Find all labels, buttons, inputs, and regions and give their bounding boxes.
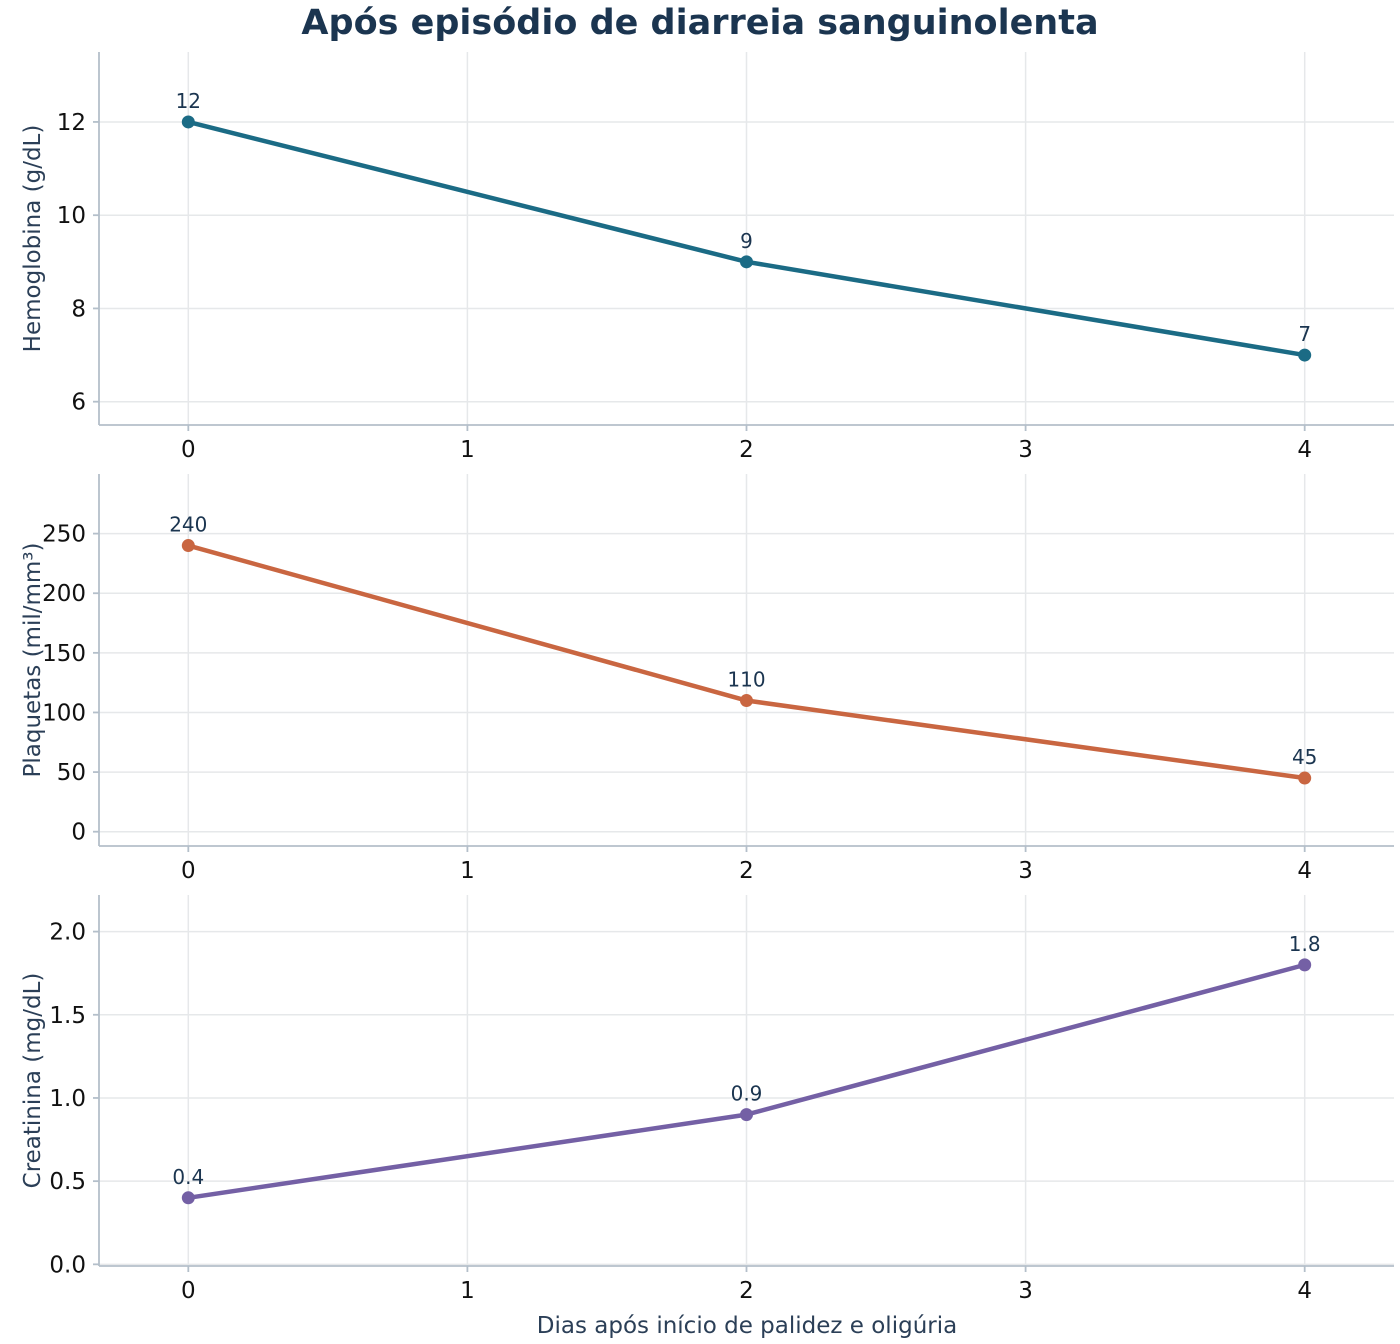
data-label: 240	[169, 513, 207, 537]
y-tick-label: 2.0	[49, 920, 86, 946]
y-tick-label: 0	[71, 820, 86, 846]
data-label: 7	[1298, 322, 1311, 346]
x-tick-label: 1	[460, 858, 475, 884]
data-point	[181, 1191, 195, 1205]
data-label: 9	[740, 229, 753, 253]
data-point	[740, 694, 753, 708]
chart-title: Após episódio de diarreia sanguinolenta	[301, 3, 1098, 43]
y-tick-label: 150	[42, 641, 86, 667]
y-axis-label: Creatinina (mg/dL)	[20, 973, 46, 1189]
x-tick-label: 2	[739, 1278, 754, 1304]
data-point	[181, 115, 195, 129]
x-tick-label: 2	[739, 858, 754, 884]
panel-3: 0 1 2 3 4 0.0 0.5 1.0 1.5 2.0 Creatinina (mg/dL) 0.…	[20, 895, 1394, 1304]
y-axis-label: Hemoglobina (g/dL)	[20, 125, 46, 353]
x-tick-label: 1	[460, 1278, 475, 1304]
x-tick-label: 4	[1297, 437, 1312, 463]
y-tick-label: 50	[57, 760, 86, 786]
x-tick-label: 4	[1297, 858, 1312, 884]
y-tick-label: 200	[42, 581, 86, 607]
data-label: 1.8	[1289, 932, 1321, 956]
y-tick-label: 10	[57, 203, 86, 229]
y-tick-label: 0.0	[49, 1252, 86, 1278]
y-tick-label: 0.5	[49, 1169, 86, 1195]
data-point	[1298, 348, 1312, 362]
data-point	[181, 539, 195, 553]
data-label: 110	[727, 668, 765, 692]
data-label: 0.4	[172, 1165, 204, 1189]
data-label: 45	[1292, 745, 1317, 769]
data-point	[1298, 958, 1312, 972]
x-axis-label: Dias após início de palidez e oligúria	[537, 1313, 957, 1339]
data-label: 0.9	[731, 1082, 763, 1106]
y-tick-label: 12	[57, 110, 86, 136]
data-point	[740, 1108, 753, 1122]
y-tick-label: 250	[42, 522, 86, 548]
y-tick-label: 1.0	[49, 1086, 86, 1112]
x-tick-label: 3	[1018, 1278, 1033, 1304]
x-tick-label: 4	[1297, 1278, 1312, 1304]
x-tick-label: 3	[1018, 437, 1033, 463]
data-point	[740, 255, 753, 269]
data-label: 12	[176, 89, 201, 113]
y-axis-label: Plaquetas (mil/mm³)	[20, 543, 46, 778]
data-point	[1298, 771, 1312, 785]
x-tick-label: 3	[1018, 858, 1033, 884]
x-tick-label: 0	[181, 1278, 196, 1304]
x-tick-label: 1	[460, 437, 475, 463]
x-tick-label: 2	[739, 437, 754, 463]
y-tick-label: 6	[71, 390, 86, 416]
x-tick-label: 0	[181, 437, 196, 463]
y-tick-label: 100	[42, 700, 86, 726]
y-tick-label: 1.5	[49, 1003, 86, 1029]
x-tick-label: 0	[181, 858, 196, 884]
y-tick-label: 8	[71, 296, 86, 322]
